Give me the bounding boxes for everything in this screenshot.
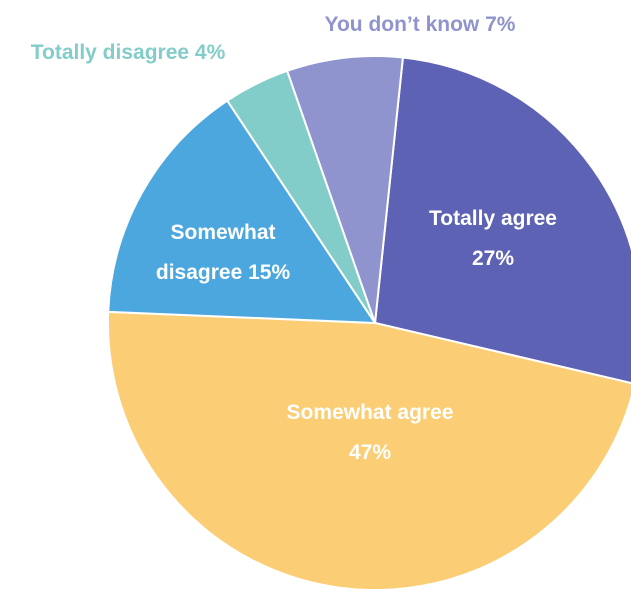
pie-slice-label-line: 47%: [349, 441, 391, 464]
pie-slice-0: [374, 56, 631, 385]
pie-slice-label-line: 27%: [472, 247, 514, 270]
pie-slice-label-line: Somewhat agree: [287, 401, 454, 424]
pie-slice-4: [286, 55, 404, 324]
pie-slice-label-0: Totally agree 27%: [429, 207, 557, 270]
pie-slice-label-line: You don’t know 7%: [325, 13, 516, 36]
pie-labels: Totally agree 27%Somewhat agree 47%Somewha…: [31, 13, 557, 464]
pie-slice-label-2: Somewhat disagree 15%: [156, 221, 291, 284]
pie-slice-label-line: disagree 15%: [156, 261, 291, 284]
pie-slice-label-1: Somewhat agree 47%: [287, 401, 454, 464]
pie-slice-label-line: Totally agree: [429, 207, 557, 230]
pie-slices: [107, 55, 631, 589]
pie-slice-2: [107, 99, 376, 324]
pie-slice-label-3: Totally disagree 4%: [31, 41, 226, 64]
pie-slice-label-4: You don’t know 7%: [325, 13, 516, 36]
pie-slice-1: [107, 310, 631, 589]
pie-slice-label-line: Totally disagree 4%: [31, 41, 226, 64]
pie-slice-label-line: Somewhat: [170, 221, 275, 244]
